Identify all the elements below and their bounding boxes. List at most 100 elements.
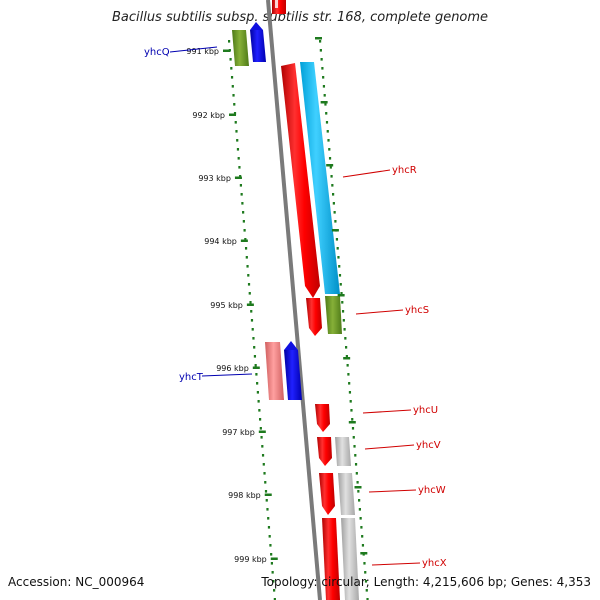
tick-dot: [232, 94, 235, 97]
tick-dot: [353, 445, 356, 448]
yhcV-grey-feature: [335, 437, 351, 466]
tick-dot: [319, 49, 322, 52]
label-leader-line: [355, 309, 404, 315]
tick-dot: [357, 490, 360, 493]
gene-label-yhcs[interactable]: yhcS: [405, 305, 429, 316]
tick-dot: [331, 184, 334, 187]
tick-dot: [326, 130, 329, 133]
tick-dot: [320, 58, 323, 61]
right-tick-dots: [319, 40, 369, 600]
gene-label-yhcv[interactable]: yhcV: [416, 440, 441, 451]
label-leader-line: [362, 409, 412, 414]
gene-label-yhcu[interactable]: yhcU: [413, 405, 438, 416]
tick-dot: [264, 490, 268, 493]
tick-dot: [322, 76, 325, 79]
tick-dot: [338, 265, 341, 268]
tick-dot: [354, 454, 357, 457]
tick-dot: [366, 598, 369, 600]
tick-dot: [322, 85, 326, 88]
tick-dot: [235, 130, 238, 133]
tick-dot: [260, 436, 263, 439]
tick-dot: [321, 67, 324, 70]
scale-dash: [360, 552, 368, 555]
tick-dot: [361, 544, 365, 547]
tick-dot: [319, 40, 322, 43]
tick-dot: [359, 517, 362, 520]
tick-dot: [259, 427, 262, 430]
tick-dot: [252, 337, 255, 340]
label-leader-line: [169, 46, 218, 53]
tick-dot: [230, 67, 233, 70]
scale-dash: [234, 176, 242, 179]
tick-dot: [268, 535, 271, 538]
yhcX-grey-feature: [341, 518, 359, 600]
scale-label: 999 kbp: [234, 555, 267, 564]
tick-dot: [325, 121, 329, 124]
tick-dot: [338, 274, 342, 277]
tick-dot: [348, 382, 351, 385]
gene-label-yhcw[interactable]: yhcW: [418, 485, 446, 496]
tick-dot: [228, 40, 231, 43]
tick-dot: [327, 139, 330, 142]
tick-dot: [247, 283, 251, 286]
yhcV-gene-arrow: [317, 437, 332, 466]
scale-dash: [270, 557, 278, 560]
tick-dot: [242, 211, 245, 214]
tick-dot: [364, 571, 367, 574]
tick-dot: [273, 598, 276, 600]
right-scale-dashes: [315, 37, 368, 555]
scale-dash: [343, 357, 351, 360]
scale-label: 991 kbp: [186, 47, 219, 56]
gene-label-yhcx[interactable]: yhcX: [422, 558, 447, 569]
tick-dot: [257, 400, 260, 403]
tick-dot: [358, 499, 361, 502]
scale-dash: [252, 366, 260, 369]
gene-fragment-top: [272, 0, 286, 14]
yhcW-gene-arrow: [319, 473, 335, 515]
yhcS-gene-arrow: [306, 298, 322, 336]
tick-dot: [350, 409, 353, 412]
scale-label: 998 kbp: [228, 491, 261, 500]
scale-dash: [315, 37, 322, 40]
yhcQ-arrow-head: [250, 22, 263, 30]
tick-dot: [339, 283, 342, 286]
tick-dot: [351, 427, 355, 430]
scale-dash: [348, 421, 356, 424]
scale-label: 995 kbp: [210, 301, 243, 310]
yhcQ-olive-feature: [232, 30, 249, 66]
gene-labels: yhcQ yhcR yhcS yhcT yhcU yhcV yhcW yhcX: [144, 46, 447, 569]
tick-dot: [351, 418, 354, 421]
tick-dot: [330, 175, 333, 178]
tick-dot: [251, 328, 254, 331]
tick-dot: [347, 373, 350, 376]
yhcQ-gene-arrow: [250, 30, 266, 62]
tick-dot: [345, 346, 348, 349]
yhcW-grey-feature: [338, 473, 355, 515]
tick-dot: [266, 508, 269, 511]
gene-label-yhcq[interactable]: yhcQ: [144, 47, 170, 58]
tick-dot: [345, 355, 348, 358]
tick-dot: [352, 436, 355, 439]
tick-dot: [358, 508, 361, 511]
tick-dot: [361, 535, 364, 538]
tick-dot: [328, 157, 332, 160]
tick-dot: [269, 544, 272, 547]
scale-dash: [337, 294, 345, 297]
tick-dot: [231, 85, 234, 88]
scale-dash: [246, 303, 254, 306]
tick-dot: [243, 229, 246, 232]
gene-label-yhct[interactable]: yhcT: [179, 372, 204, 383]
tick-dot: [349, 400, 352, 403]
tick-dot: [334, 220, 337, 223]
tick-dot: [267, 517, 270, 520]
gene-label-yhcr[interactable]: yhcR: [392, 165, 417, 176]
tick-dot: [255, 373, 258, 376]
tick-dot: [250, 319, 254, 322]
tick-dot: [325, 112, 328, 115]
tick-dot: [237, 157, 240, 160]
scale-label: 996 kbp: [216, 364, 249, 373]
label-leader-line: [201, 373, 253, 377]
scale-dash: [320, 101, 328, 104]
tick-dot: [256, 382, 259, 385]
